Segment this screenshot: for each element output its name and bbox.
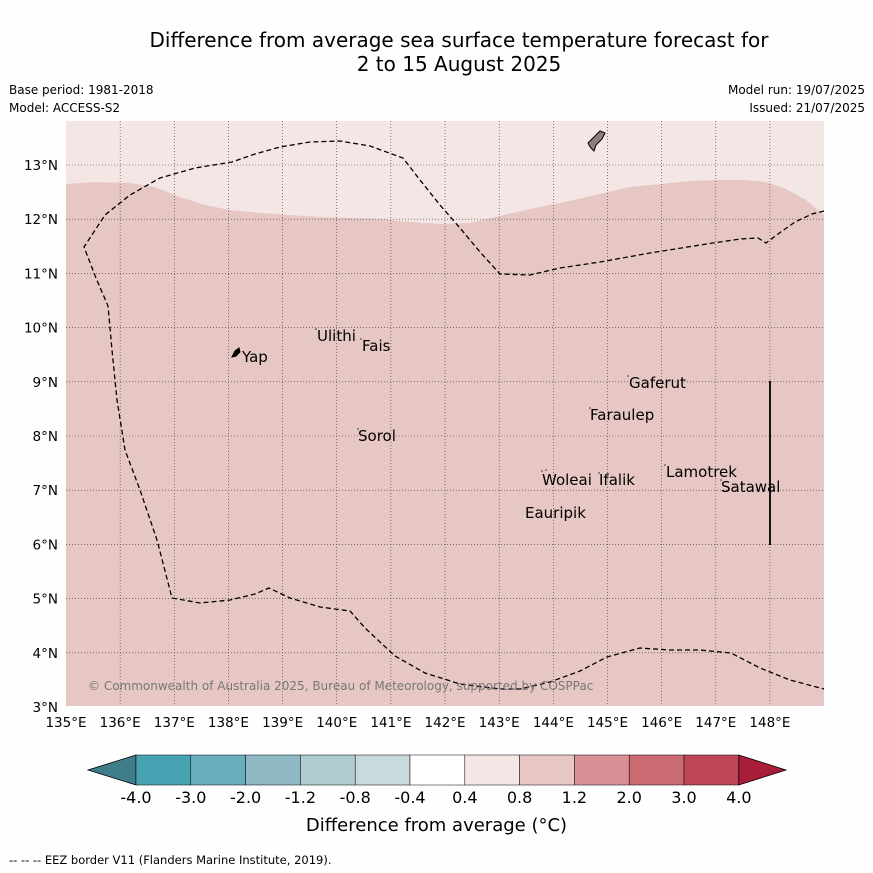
label-ulithi: Ulithi [317, 327, 356, 345]
label-eauripik: Eauripik [525, 504, 586, 522]
colorbar-segment [245, 754, 301, 786]
island-labels: Yap Ulithi Fais Gaferut Faraulep Sorol W… [241, 327, 780, 522]
colorbar-tick-label: -0.8 [339, 788, 371, 807]
label-sorol: Sorol [358, 427, 396, 445]
lon-tick-label: 140°E [316, 715, 357, 731]
yap-island [231, 347, 241, 358]
lon-tick-label: 135°E [45, 715, 86, 731]
lat-tick-label: 7°N [33, 483, 58, 499]
lat-tick-label: 5°N [33, 592, 58, 608]
label-ifalik: Ifalik [599, 471, 635, 489]
colorbar-tick-label: -1.2 [284, 788, 316, 807]
colorbar [86, 754, 788, 786]
colorbar-segment [135, 754, 192, 786]
island-dots [315, 328, 722, 481]
colorbar-segment [628, 754, 685, 786]
map-title: Difference from average sea surface temp… [66, 28, 852, 76]
lon-tick-label: 142°E [425, 715, 466, 731]
label-satawal: Satawal [721, 478, 780, 496]
colorbar-tick-label: 1.2 [561, 788, 588, 807]
lon-tick-label: 148°E [749, 715, 790, 731]
colorbar-tick-label: -3.0 [175, 788, 207, 807]
model-name: Model: ACCESS-S2 [9, 101, 121, 115]
colorbar-extend-low [86, 754, 137, 786]
colorbar-tick-label: 4.0 [726, 788, 752, 807]
colorbar-tick-label: 2.0 [616, 788, 642, 807]
label-faraulep: Faraulep [590, 406, 654, 424]
colorbar-tick-label: -2.0 [229, 788, 262, 807]
graticule [66, 121, 824, 706]
label-woleai: Woleai [542, 471, 592, 489]
label-yap: Yap [241, 348, 268, 366]
colorbar-tick-label: 0.4 [452, 788, 478, 807]
eez-border [83, 140, 825, 690]
lat-tick-label: 3°N [33, 700, 58, 716]
lat-tick-label: 13°N [24, 158, 58, 174]
guam-island [587, 130, 606, 152]
meta-right: Model run: 19/07/2025 Issued: 21/07/2025 [728, 81, 865, 117]
colorbar-segment [300, 754, 356, 786]
colorbar-segment [464, 754, 520, 786]
lat-tick-label: 8°N [33, 429, 58, 445]
model-run: Model run: 19/07/2025 [727, 83, 865, 97]
lon-tick-label: 147°E [695, 715, 736, 731]
lat-tick-label: 11°N [24, 266, 58, 282]
colorbar-segment [354, 754, 411, 786]
lat-tick-label: 10°N [24, 321, 58, 337]
issued-date: Issued: 21/07/2025 [749, 101, 865, 115]
colorbar-tick-label: -4.0 [120, 788, 152, 807]
lon-tick-label: 139°E [262, 715, 303, 731]
lon-tick-label: 138°E [208, 715, 249, 731]
lat-tick-label: 4°N [33, 646, 58, 662]
lat-tick-label: 12°N [24, 212, 58, 228]
label-lamotrek: Lamotrek [666, 463, 737, 481]
colorbar-tick-label: 0.8 [506, 788, 533, 807]
colorbar-tick-label: 3.0 [671, 788, 697, 807]
lon-tick-label: 141°E [370, 715, 411, 731]
colorbar-extend-high [738, 754, 788, 786]
eez-footnote: -- -- -- EEZ border V11 (Flanders Marine… [9, 853, 332, 867]
colorbar-segment [190, 754, 246, 786]
meta-left: Base period: 1981-2018 Model: ACCESS-S2 [9, 81, 154, 117]
lon-tick-label: 145°E [587, 715, 628, 731]
lon-tick-label: 136°E [100, 715, 141, 731]
title-line-1: Difference from average sea surface temp… [149, 28, 769, 52]
copyright-text: © Commonwealth of Australia 2025, Bureau… [88, 679, 593, 693]
lat-tick-label: 6°N [33, 537, 58, 553]
colorbar-segment [409, 754, 466, 786]
colorbar-title: Difference from average (°C) [305, 815, 568, 836]
base-period: Base period: 1981-2018 [9, 83, 154, 97]
lon-tick-label: 146°E [641, 715, 682, 731]
lat-tick-label: 9°N [33, 375, 58, 391]
colorbar-segment [574, 754, 630, 786]
colorbar-segment [519, 754, 575, 786]
colorbar-tick-label: -0.4 [394, 788, 426, 807]
axis-labels: 135°E 136°E 137°E 138°E 139°E 140°E 141°E 142°E… [24, 158, 791, 731]
lon-tick-label: 143°E [479, 715, 520, 731]
lon-tick-label: 137°E [154, 715, 195, 731]
label-gaferut: Gaferut [629, 374, 686, 392]
title-line-2: 2 to 15 August 2025 [356, 52, 562, 76]
lon-tick-label: 144°E [533, 715, 574, 731]
label-fais: Fais [362, 337, 391, 355]
colorbar-segment [683, 754, 740, 786]
